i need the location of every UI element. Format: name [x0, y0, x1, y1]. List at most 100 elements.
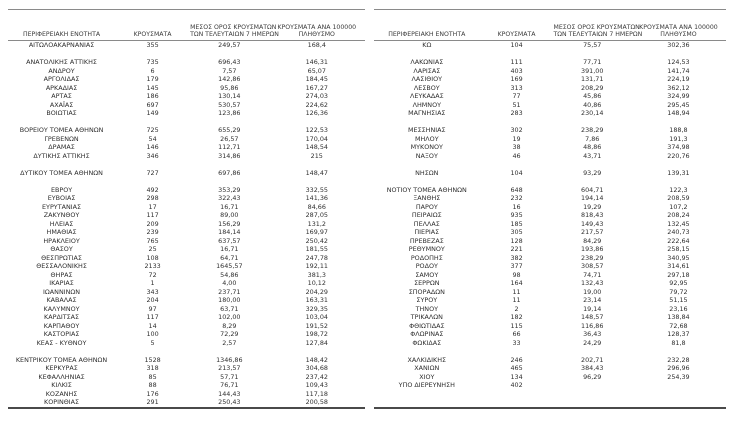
- cell-region: ΛΑΡΙΣΑΣ: [413, 66, 441, 75]
- cell-avg7: 697,86: [218, 168, 241, 177]
- cell-region: ΚΟΖΑΝΗΣ: [45, 389, 78, 398]
- cell-avg7: 24,29: [583, 338, 602, 347]
- cell-per100k: 170,04: [305, 134, 328, 143]
- column-header-avg7: ΜΕΣΟΣ ΟΡΟΣ ΚΡΟΥΣΜΑΤΩΝ ΤΩΝ ΤΕΛΕΥΤΑΙΩΝ 7 Η…: [553, 23, 643, 38]
- cell-cases: 246: [510, 355, 523, 364]
- cell-per100k: 258,15: [667, 245, 690, 253]
- cell-region: ΙΚΑΡΙΑΣ: [49, 279, 74, 287]
- cell-avg7: 696,43: [218, 58, 241, 66]
- cell-per100k: 148,54: [305, 143, 328, 151]
- table-row: ΙΩΑΝΝΙΝΩΝ 343 237,71 204,29: [8, 288, 365, 297]
- cell-cases: 1528: [144, 355, 161, 364]
- cell-avg7: 202,71: [581, 355, 604, 364]
- cell-avg7: 8,29: [222, 321, 237, 330]
- cell-avg7: 116,86: [581, 321, 604, 330]
- table-body-right: ΚΩ 104 75,57 302,36 ΛΑΚΩΝΙΑΣ 111 77,71 124,53 ΛΑ…: [374, 41, 726, 407]
- cell-cases: 25: [148, 245, 157, 253]
- table-row: ΚΟΖΑΝΗΣ 176 144,43 117,18: [8, 390, 365, 399]
- cell-cases: 186: [146, 92, 159, 100]
- cell-cases: 11: [512, 287, 521, 296]
- cell-cases: 46: [512, 151, 521, 160]
- cell-cases: 382: [510, 253, 523, 262]
- table-row: ΚΕΑΣ - ΚΥΘΝΟΥ 5 2,57 127,84: [8, 339, 365, 348]
- cell-avg7: 384,43: [581, 364, 604, 372]
- cell-avg7: 237,71: [218, 287, 241, 296]
- cell-per100k: 208,59: [667, 194, 690, 202]
- table-row: ΚΑΒΑΛΑΣ 204 180,00 163,31: [8, 296, 365, 305]
- cell-avg7: 818,43: [581, 211, 604, 219]
- cell-cases: 104: [510, 168, 523, 177]
- column-header-avg7-line1: ΜΕΣΟΣ ΟΡΟΣ ΚΡΟΥΣΜΑΤΩΝ: [553, 23, 640, 31]
- cell-cases: 697: [146, 100, 159, 109]
- spacer-row: [374, 177, 726, 186]
- cell-avg7: 123,86: [218, 109, 241, 117]
- cell-cases: 313: [510, 83, 523, 92]
- cell-per100k: 237,42: [305, 372, 328, 381]
- cell-per100k: 181,55: [305, 245, 328, 253]
- cell-avg7: 184,14: [218, 228, 241, 236]
- cell-cases: 935: [510, 211, 523, 219]
- table-row: ΚΕΡΚΥΡΑΣ 318 213,57 304,68: [8, 364, 365, 373]
- table-row: ΠΙΕΡΙΑΣ 305 217,57 240,73: [374, 228, 726, 237]
- cell-cases: 38: [512, 143, 521, 151]
- cell-cases: 302: [510, 126, 523, 134]
- cell-per100k: 72,68: [669, 321, 688, 330]
- cell-region: ΚΑΡΠΑΘΟΥ: [43, 321, 80, 330]
- cell-region: ΒΟΙΩΤΙΑΣ: [46, 109, 77, 117]
- cell-per100k: 127,84: [305, 338, 328, 347]
- cell-cases: 85: [148, 372, 157, 381]
- table-row: ΗΛΕΙΑΣ 209 156,29 131,2: [8, 220, 365, 229]
- cell-per100k: 200,58: [305, 398, 328, 406]
- cell-cases: 51: [512, 100, 521, 109]
- cell-per100k: 92,95: [669, 279, 688, 287]
- cell-cases: 72: [148, 270, 157, 279]
- cell-cases: 377: [510, 262, 523, 270]
- cell-per100k: 222,64: [667, 236, 690, 245]
- cell-avg7: 149,43: [581, 219, 604, 228]
- table-row: ΒΟΡΕΙΟΥ ΤΟΜΕΑ ΑΘΗΝΩΝ 725 655,29 122,53: [8, 126, 365, 135]
- cell-per100k: 146,31: [305, 58, 328, 66]
- cell-avg7: 208,29: [581, 83, 604, 92]
- cell-cases: 11: [512, 296, 521, 304]
- table-row: ΖΑΚΥΝΘΟΥ 117 89,00 287,05: [8, 211, 365, 220]
- cell-region: ΚΕΑΣ - ΚΥΘΝΟΥ: [36, 338, 87, 347]
- cell-avg7: 250,43: [218, 398, 241, 406]
- cell-per100k: 247,78: [305, 253, 328, 262]
- cell-per100k: 340,95: [667, 253, 690, 262]
- cell-region: ΥΠΟ ΔΙΕΡΕΥΝΗΣΗ: [398, 381, 455, 389]
- table-row: ΚΑΛΥΜΝΟΥ 97 63,71 329,35: [8, 305, 365, 314]
- cell-cases: 146: [146, 143, 159, 151]
- cell-avg7: 36,43: [583, 330, 602, 338]
- cell-per100k: 23,16: [669, 304, 688, 313]
- cell-region: ΡΕΘΥΜΝΟΥ: [408, 245, 445, 253]
- cell-avg7: 249,57: [218, 41, 241, 49]
- cell-cases: 5: [150, 338, 155, 347]
- table-row: ΑΝΑΤΟΛΙΚΗΣ ΑΤΤΙΚΗΣ 735 696,43 146,31: [8, 58, 365, 67]
- cell-cases: 305: [510, 228, 523, 236]
- cell-region: ΣΠΟΡΑΔΩΝ: [408, 287, 445, 296]
- cell-per100k: 184,45: [305, 75, 328, 83]
- cell-region: ΜΕΣΣΗΝΙΑΣ: [408, 126, 446, 134]
- cell-per100k: 84,66: [307, 202, 326, 211]
- table-row: ΧΙΟΥ 134 96,29 254,39: [374, 373, 726, 382]
- column-header-region: ΠΕΡΙΦΕΡΕΙΑΚΗ ΕΝΟΤΗΤΑ: [22, 30, 101, 38]
- spacer-row: [374, 118, 726, 127]
- cell-per100k: 148,42: [305, 355, 328, 364]
- cell-avg7: 530,57: [218, 100, 241, 109]
- cell-per100k: 254,39: [667, 372, 690, 381]
- cell-region: ΜΥΚΟΝΟΥ: [410, 143, 443, 151]
- cell-region: ΠΙΕΡΙΑΣ: [414, 228, 440, 236]
- cell-cases: 182: [510, 313, 523, 321]
- cell-avg7: 77,71: [583, 58, 602, 66]
- cell-avg7: 26,57: [220, 134, 239, 143]
- table-row: ΔΥΤΙΚΗΣ ΑΤΤΙΚΗΣ 346 314,86 215: [8, 152, 365, 161]
- cell-per100k: 329,35: [305, 304, 328, 313]
- table-row: ΘΑΣΟΥ 25 16,71 181,55: [8, 245, 365, 254]
- table-row: ΦΘΙΩΤΙΔΑΣ 115 116,86 72,68: [374, 322, 726, 331]
- cell-region: ΑΧΑΪΑΣ: [49, 100, 74, 109]
- cell-per100k: 314,61: [667, 262, 690, 270]
- cell-cases: 402: [510, 381, 523, 389]
- table-row: ΦΩΚΙΔΑΣ 33 24,29 81,8: [374, 339, 726, 348]
- cell-region: ΗΡΑΚΛΕΙΟΥ: [43, 236, 80, 245]
- cell-per100k: 138,84: [667, 313, 690, 321]
